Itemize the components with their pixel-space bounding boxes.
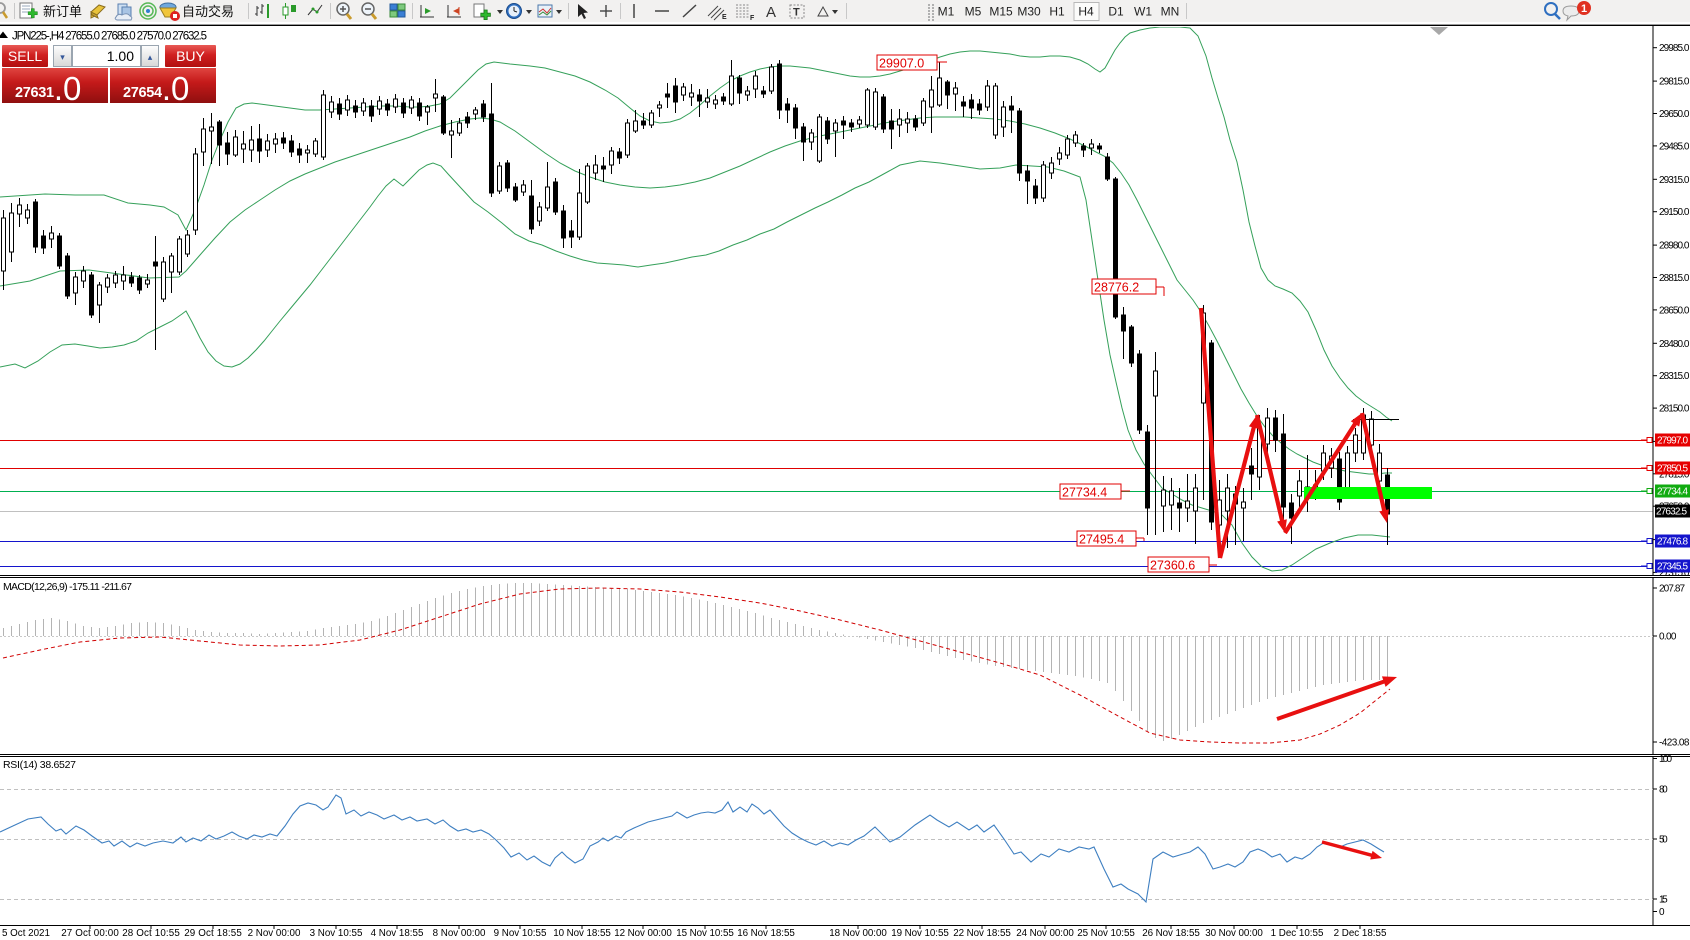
svg-text:29985.0: 29985.0 <box>1659 43 1690 54</box>
svg-text:0: 0 <box>1659 907 1665 918</box>
svg-text:RSI(14) 38.6527: RSI(14) 38.6527 <box>3 759 76 771</box>
svg-text:4 Nov 18:55: 4 Nov 18:55 <box>371 928 424 939</box>
svg-text:W1: W1 <box>1134 5 1152 19</box>
svg-text:27 Oct 00:00: 27 Oct 00:00 <box>61 928 119 939</box>
svg-text:15 Nov 10:55: 15 Nov 10:55 <box>676 928 734 939</box>
svg-text:28776.2: 28776.2 <box>1094 281 1139 295</box>
svg-text:29815.0: 29815.0 <box>1659 77 1690 88</box>
svg-text:M1: M1 <box>938 5 955 19</box>
svg-text:27632.5: 27632.5 <box>1656 507 1687 518</box>
svg-text:27734.4: 27734.4 <box>1657 487 1688 498</box>
svg-text:E: E <box>722 14 727 21</box>
svg-text:16 Nov 18:55: 16 Nov 18:55 <box>737 928 795 939</box>
svg-text:26 Nov 18:55: 26 Nov 18:55 <box>1142 928 1200 939</box>
svg-text:27997.0: 27997.0 <box>1657 436 1688 447</box>
svg-text:9 Nov 10:55: 9 Nov 10:55 <box>494 928 547 939</box>
svg-text:24 Nov 00:00: 24 Nov 00:00 <box>1016 928 1074 939</box>
svg-text:27360.6: 27360.6 <box>1150 559 1195 573</box>
svg-text:D1: D1 <box>1108 5 1124 19</box>
svg-text:100: 100 <box>1659 754 1672 765</box>
svg-text:28315.0: 28315.0 <box>1659 371 1690 382</box>
svg-text:12 Nov 00:00: 12 Nov 00:00 <box>614 928 672 939</box>
svg-text:28980.0: 28980.0 <box>1659 241 1690 252</box>
svg-text:5 Oct 2021: 5 Oct 2021 <box>2 928 50 939</box>
svg-text:F: F <box>750 15 755 22</box>
svg-text:29 Oct 18:55: 29 Oct 18:55 <box>184 928 242 939</box>
svg-text:-423.08: -423.08 <box>1659 738 1690 749</box>
svg-text:2 Nov 00:00: 2 Nov 00:00 <box>248 928 301 939</box>
svg-text:30 Nov 00:00: 30 Nov 00:00 <box>1205 928 1263 939</box>
svg-text:15: 15 <box>1659 895 1668 906</box>
svg-text:28150.0: 28150.0 <box>1659 404 1690 415</box>
svg-text:207.87: 207.87 <box>1659 584 1686 595</box>
svg-text:19 Nov 10:55: 19 Nov 10:55 <box>891 928 949 939</box>
svg-text:29650.0: 29650.0 <box>1659 109 1690 120</box>
svg-text:H4: H4 <box>1078 5 1094 19</box>
svg-text:29907.0: 29907.0 <box>879 57 924 71</box>
svg-text:29315.0: 29315.0 <box>1659 175 1690 186</box>
svg-text:0.00: 0.00 <box>1659 632 1677 643</box>
svg-text:29150.0: 29150.0 <box>1659 207 1690 218</box>
svg-text:27476.8: 27476.8 <box>1657 537 1688 548</box>
svg-text:MACD(12,26,9) -175.11 -211.67: MACD(12,26,9) -175.11 -211.67 <box>3 581 132 593</box>
svg-text:27815.0: 27815.0 <box>1659 469 1690 480</box>
svg-text:80: 80 <box>1659 785 1668 796</box>
svg-text:25 Nov 10:55: 25 Nov 10:55 <box>1077 928 1135 939</box>
svg-text:1: 1 <box>1581 3 1587 15</box>
svg-text:29485.0: 29485.0 <box>1659 141 1690 152</box>
svg-text:28650.0: 28650.0 <box>1659 305 1690 316</box>
svg-text:27345.5: 27345.5 <box>1657 562 1688 573</box>
svg-text:10 Nov 18:55: 10 Nov 18:55 <box>553 928 611 939</box>
svg-text:18 Nov 00:00: 18 Nov 00:00 <box>829 928 887 939</box>
svg-text:22 Nov 18:55: 22 Nov 18:55 <box>953 928 1011 939</box>
svg-text:自动交易: 自动交易 <box>182 4 234 19</box>
svg-text:1 Dec 10:55: 1 Dec 10:55 <box>1271 928 1324 939</box>
svg-text:27734.4: 27734.4 <box>1062 486 1107 500</box>
svg-text:新订单: 新订单 <box>43 4 82 19</box>
svg-text:M5: M5 <box>965 5 982 19</box>
svg-text:A: A <box>766 4 776 21</box>
svg-text:28 Oct 10:55: 28 Oct 10:55 <box>122 928 180 939</box>
svg-text:27495.4: 27495.4 <box>1079 533 1124 547</box>
svg-text:MN: MN <box>1161 5 1180 19</box>
svg-text:50: 50 <box>1659 835 1668 846</box>
svg-text:27850.5: 27850.5 <box>1657 464 1688 475</box>
svg-text:M30: M30 <box>1017 5 1041 19</box>
svg-text:T: T <box>793 7 800 19</box>
svg-text:H1: H1 <box>1049 5 1065 19</box>
svg-text:JPN225-,H4 27655.0 27685.0 27: JPN225-,H4 27655.0 27685.0 27570.0 27632… <box>12 31 207 43</box>
svg-text:28480.0: 28480.0 <box>1659 339 1690 350</box>
svg-text:8 Nov 00:00: 8 Nov 00:00 <box>433 928 486 939</box>
svg-text:27315.0: 27315.0 <box>1659 568 1690 579</box>
svg-text:3 Nov 10:55: 3 Nov 10:55 <box>310 928 363 939</box>
svg-text:M15: M15 <box>989 5 1013 19</box>
svg-text:2 Dec 18:55: 2 Dec 18:55 <box>1334 928 1387 939</box>
svg-text:28815.0: 28815.0 <box>1659 273 1690 284</box>
